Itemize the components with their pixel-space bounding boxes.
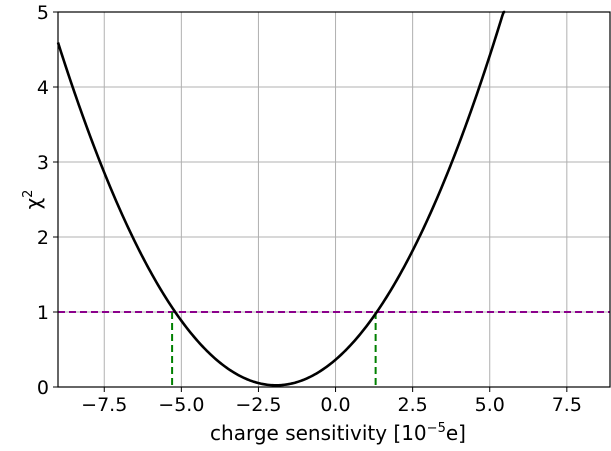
x-axis-label-exponent: −5	[427, 421, 446, 436]
x-tick-label: −2.5	[235, 394, 281, 416]
y-tick-label: 4	[37, 77, 49, 99]
y-tick-label: 2	[37, 227, 49, 249]
reference-lines	[58, 311, 610, 387]
x-axis-label: charge sensitivity [10−5e]	[210, 421, 466, 445]
y-tick-label: 5	[37, 2, 49, 24]
y-tick-label: 3	[37, 152, 49, 174]
x-tick-label: −5.0	[158, 394, 204, 416]
x-axis-label-prefix: charge sensitivity [10	[210, 421, 427, 445]
y-axis-label-base: χ	[21, 198, 45, 210]
x-tick-label: 5.0	[475, 394, 505, 416]
y-axis-label-exponent: 2	[21, 190, 36, 198]
curve-layer	[56, 10, 506, 387]
x-tick-label: 7.5	[552, 394, 582, 416]
y-axis-label: χ2	[21, 190, 45, 210]
y-tick-label: 1	[37, 302, 49, 324]
y-tick-label: 0	[37, 377, 49, 399]
ticks: −7.5 −5.0 −2.5 0.0 2.5 5.0 7.5 0 1 2 3 4 5	[37, 2, 582, 416]
chi2-curve	[56, 10, 506, 387]
grid	[58, 11, 610, 388]
x-tick-label: 2.5	[398, 394, 428, 416]
x-tick-label: −7.5	[81, 394, 127, 416]
x-axis-label-suffix: e]	[446, 421, 466, 445]
x-tick-label: 0.0	[320, 394, 350, 416]
plot-frame	[57, 11, 611, 388]
